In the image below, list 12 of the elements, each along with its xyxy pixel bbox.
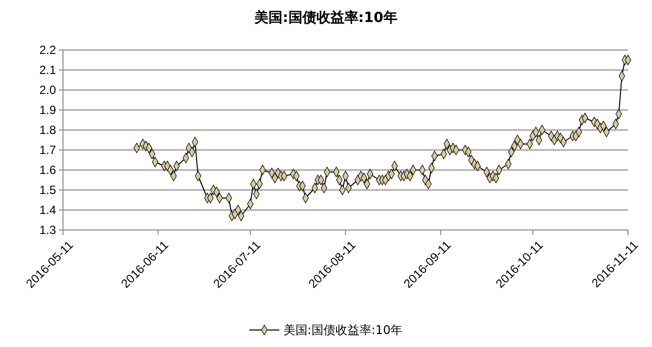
y-tick-label: 1.6: [39, 162, 56, 177]
y-tick-label: 1.5: [39, 182, 56, 197]
y-tick-label: 2.2: [39, 42, 56, 57]
y-tick-label: 1.9: [39, 102, 56, 117]
y-tick-label: 2.0: [39, 82, 56, 97]
y-tick-label: 2.1: [39, 62, 56, 77]
y-tick-label: 1.7: [39, 142, 56, 157]
y-tick-label: 1.3: [39, 222, 56, 237]
legend-label: 美国:国债收益率:10年: [283, 323, 403, 337]
y-tick-label: 1.4: [39, 202, 56, 217]
y-tick-label: 1.8: [39, 122, 56, 137]
chart-title: 美国:国债收益率:10年: [254, 9, 398, 26]
